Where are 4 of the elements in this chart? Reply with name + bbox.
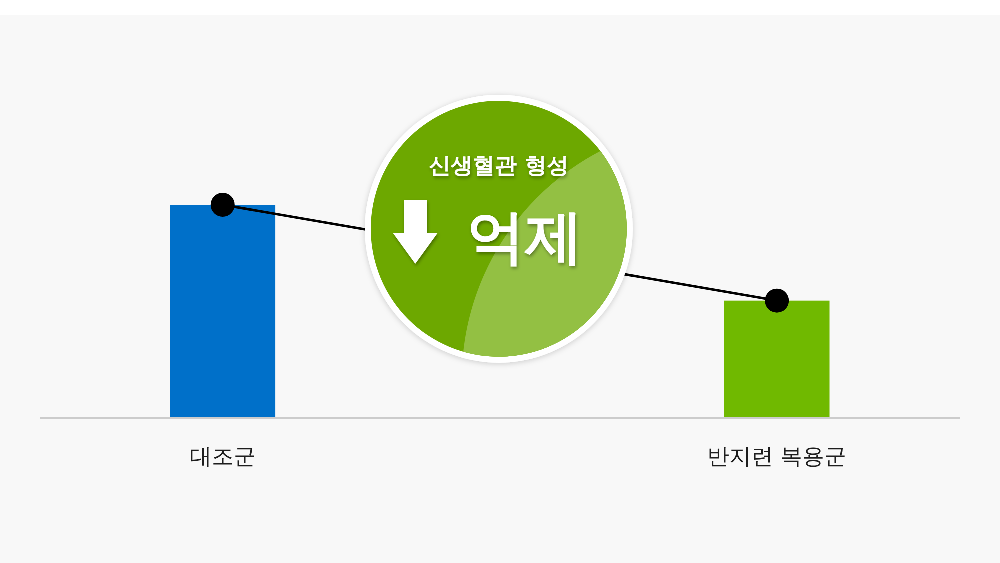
annotation: 억제 (467, 203, 583, 271)
text: 신생혈관 형성 (429, 154, 569, 179)
x-tick-label: 반지련 복용군 (708, 445, 847, 470)
x-tick-label: 대조군 (190, 445, 256, 470)
